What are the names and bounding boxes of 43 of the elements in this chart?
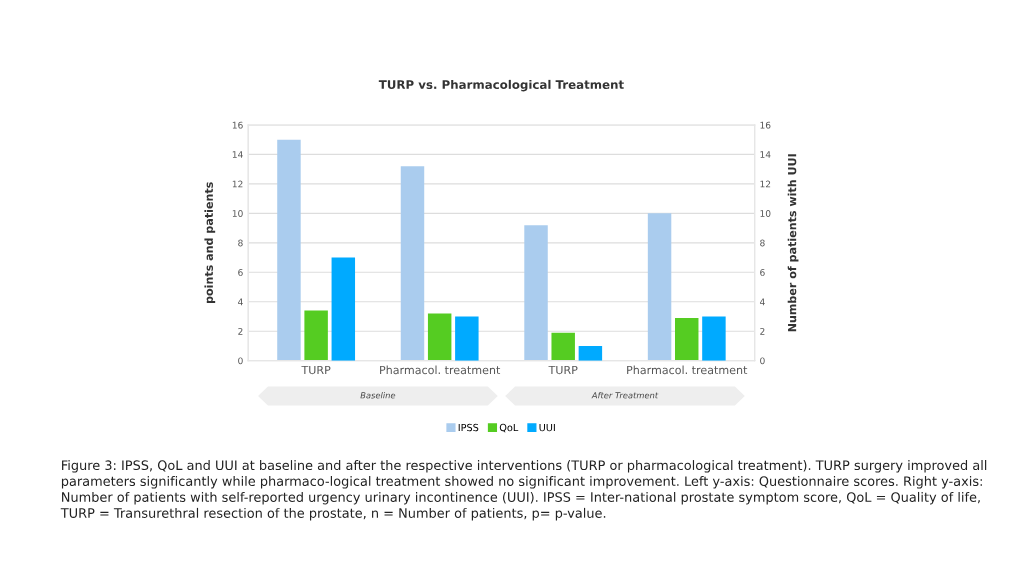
- y-tick-label: 6: [238, 269, 243, 276]
- text: After Treatment: [591, 392, 659, 399]
- x-tick-label: Pharmacol. treatment: [380, 365, 501, 375]
- bar: [455, 316, 479, 361]
- bar: [427, 313, 452, 361]
- bar: [331, 257, 356, 361]
- y2-tick-label: 10: [760, 210, 771, 217]
- bar: [675, 317, 699, 361]
- bar: [277, 139, 301, 361]
- y2-tick-label: 12: [760, 180, 771, 188]
- chart-title: TURP vs. Pharmacological Treatment: [378, 79, 624, 92]
- bar: [400, 166, 425, 361]
- y2-tick-label: 16: [760, 121, 771, 129]
- y-tick-label: 4: [238, 298, 243, 306]
- legend-label: QoL: [499, 423, 519, 433]
- y2-tick-label: 14: [760, 151, 771, 158]
- y-tick-label: 8: [238, 239, 243, 247]
- bar: [647, 213, 672, 361]
- legend-label: UUI: [539, 423, 555, 432]
- y2-tick-label: 4: [759, 298, 765, 306]
- y2-tick-label: 6: [760, 269, 765, 276]
- bar: [578, 345, 603, 361]
- y-tick-label: 0: [238, 357, 243, 365]
- bar: [524, 225, 548, 361]
- legend-label: IPSS: [458, 423, 479, 432]
- x-tick-label: TURP: [301, 365, 331, 375]
- x-tick-label: Pharmacol. treatment: [627, 365, 748, 375]
- y-tick-label: 14: [232, 151, 243, 158]
- x-tick-label: TURP: [548, 365, 578, 375]
- text: Baseline: [360, 392, 396, 399]
- y-tick-label: 16: [232, 121, 243, 129]
- y2-tick-label: 8: [760, 239, 765, 247]
- y2-tick-label: 2: [760, 327, 765, 335]
- y-tick-label: 12: [232, 180, 243, 188]
- y-axis-title: points and patients: [204, 182, 216, 304]
- y2-axis-title: Number of patients with UUI: [787, 154, 799, 332]
- bar: [304, 310, 328, 361]
- y-tick-label: 2: [238, 327, 243, 335]
- bar: [551, 332, 575, 361]
- y-tick-label: 10: [232, 210, 243, 217]
- caption: Figure 3: IPSS, QoL and UUI at baseline and after the respective interventions (TURP or pharmacological treatment). TURP surgery improved all parameters significantly while pharmaco-logical treatment showed no significant improvement. Left y-axis: Questionnaire scores. Right y-axis: Number of patients with self-reported urgency urinary incontinence (UUI). IPSS = Inter-national prostate symptom score, QoL = Quality of life, TURP = Transurethral resection of the prostate, n = Number of patients, p= p-value.: [60, 460, 987, 521]
- y2-tick-label: 0: [760, 357, 765, 365]
- bar: [702, 316, 726, 361]
